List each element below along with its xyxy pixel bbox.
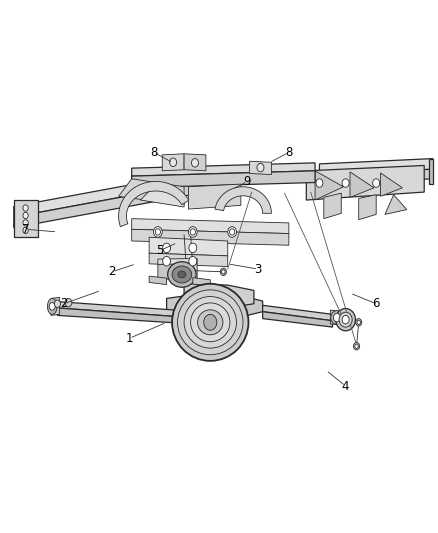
Text: 7: 7 (22, 223, 30, 236)
Polygon shape (158, 262, 175, 280)
Circle shape (190, 229, 195, 235)
Polygon shape (385, 195, 407, 214)
Polygon shape (132, 163, 315, 176)
Polygon shape (184, 284, 254, 308)
Circle shape (333, 313, 340, 322)
Text: 8: 8 (150, 146, 157, 159)
Polygon shape (158, 259, 197, 264)
Circle shape (189, 243, 197, 253)
Polygon shape (188, 184, 241, 209)
Circle shape (353, 343, 360, 350)
Text: 6: 6 (372, 297, 380, 310)
Polygon shape (250, 161, 272, 174)
Circle shape (188, 227, 197, 237)
Polygon shape (166, 294, 263, 319)
Circle shape (230, 229, 235, 235)
Ellipse shape (331, 311, 343, 325)
Ellipse shape (172, 284, 248, 361)
Ellipse shape (172, 266, 192, 283)
Polygon shape (119, 181, 189, 227)
Polygon shape (14, 200, 38, 237)
Circle shape (23, 212, 28, 219)
Text: 5: 5 (156, 244, 164, 257)
Polygon shape (57, 302, 175, 317)
Text: 8: 8 (285, 146, 293, 159)
Circle shape (189, 256, 197, 266)
Polygon shape (149, 276, 166, 285)
Circle shape (49, 303, 55, 310)
Circle shape (54, 300, 60, 308)
Polygon shape (330, 310, 343, 326)
Polygon shape (162, 154, 184, 171)
Circle shape (153, 227, 162, 237)
Bar (29, 208, 34, 232)
Circle shape (191, 159, 198, 167)
Ellipse shape (47, 298, 57, 314)
Circle shape (357, 320, 360, 325)
Circle shape (222, 270, 225, 274)
Polygon shape (141, 187, 184, 207)
Polygon shape (315, 171, 343, 200)
Circle shape (220, 268, 226, 276)
Polygon shape (132, 219, 289, 233)
Text: 2: 2 (60, 297, 68, 310)
Polygon shape (132, 171, 315, 188)
Polygon shape (263, 312, 332, 327)
Polygon shape (149, 253, 228, 266)
Ellipse shape (177, 290, 243, 355)
Circle shape (65, 298, 72, 307)
Polygon shape (51, 297, 60, 316)
Text: 9: 9 (244, 175, 251, 188)
Text: 1: 1 (126, 332, 133, 345)
Polygon shape (359, 195, 376, 220)
Ellipse shape (198, 310, 223, 335)
Polygon shape (132, 229, 289, 245)
Circle shape (355, 344, 358, 349)
Circle shape (257, 164, 264, 172)
Ellipse shape (184, 296, 237, 348)
Polygon shape (57, 308, 175, 323)
Polygon shape (119, 179, 184, 205)
Ellipse shape (336, 309, 356, 331)
Circle shape (170, 158, 177, 166)
Circle shape (228, 227, 237, 237)
Polygon shape (14, 206, 33, 228)
Circle shape (155, 229, 160, 235)
Polygon shape (14, 181, 206, 228)
Circle shape (342, 179, 349, 187)
Circle shape (162, 256, 170, 266)
Circle shape (23, 220, 28, 226)
Circle shape (373, 179, 380, 187)
Ellipse shape (168, 262, 196, 287)
Circle shape (356, 319, 362, 326)
Polygon shape (428, 159, 433, 184)
Polygon shape (184, 154, 206, 171)
Circle shape (204, 314, 217, 330)
Polygon shape (324, 193, 341, 219)
Text: 4: 4 (342, 379, 350, 393)
Ellipse shape (191, 303, 230, 342)
Circle shape (23, 205, 28, 211)
Ellipse shape (339, 312, 352, 327)
Polygon shape (149, 237, 228, 256)
Polygon shape (319, 169, 433, 184)
Polygon shape (14, 171, 206, 217)
Polygon shape (319, 159, 433, 174)
Polygon shape (381, 173, 403, 196)
Circle shape (162, 243, 170, 253)
Text: 2: 2 (108, 265, 116, 278)
Polygon shape (350, 172, 374, 197)
Text: 3: 3 (254, 263, 262, 276)
Ellipse shape (178, 271, 186, 278)
Polygon shape (175, 262, 197, 280)
Polygon shape (193, 278, 210, 286)
Circle shape (23, 227, 28, 233)
Polygon shape (306, 165, 424, 200)
Circle shape (342, 316, 349, 324)
Polygon shape (215, 187, 272, 213)
Polygon shape (263, 305, 332, 321)
Circle shape (316, 179, 323, 187)
